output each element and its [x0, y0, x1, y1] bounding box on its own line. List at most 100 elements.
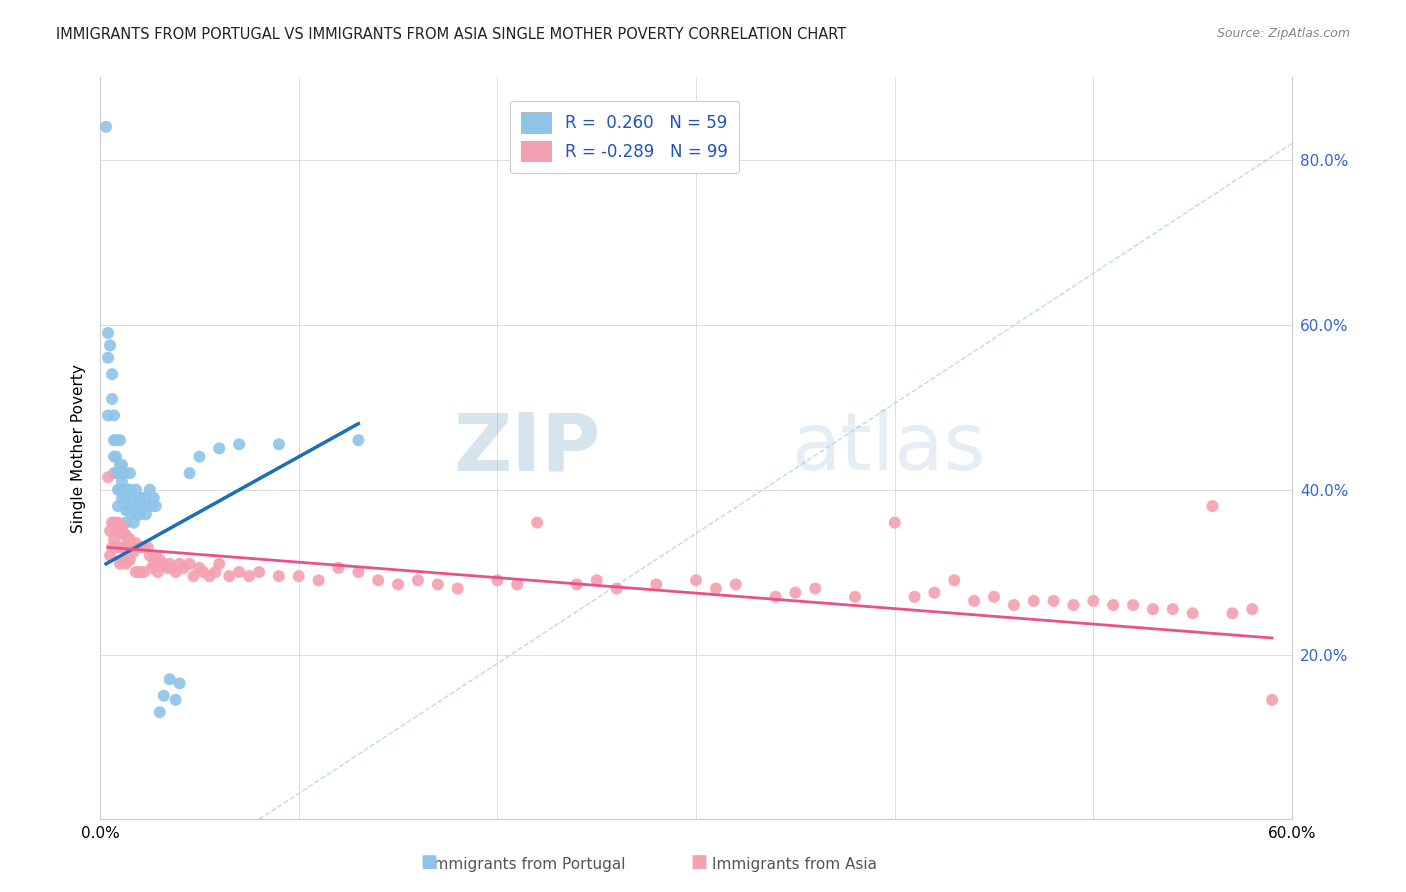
Text: Immigrants from Asia: Immigrants from Asia	[711, 857, 877, 872]
Point	[107, 541, 129, 555]
Point	[132, 541, 155, 555]
Point	[1241, 602, 1264, 616]
Point	[179, 557, 201, 571]
Y-axis label: Single Mother Poverty: Single Mother Poverty	[72, 364, 86, 533]
Point	[135, 508, 157, 522]
Point	[704, 582, 727, 596]
Point	[152, 689, 174, 703]
Point	[247, 565, 270, 579]
Point	[128, 565, 150, 579]
Point	[173, 561, 195, 575]
Point	[136, 541, 159, 555]
Point	[105, 450, 128, 464]
Point	[103, 516, 125, 530]
Point	[1002, 598, 1025, 612]
Point	[565, 577, 588, 591]
Point	[118, 552, 141, 566]
Point	[128, 541, 150, 555]
Point	[1261, 693, 1284, 707]
Point	[156, 561, 179, 575]
Text: ■: ■	[420, 853, 437, 871]
Point	[198, 569, 221, 583]
Point	[121, 508, 143, 522]
Point	[128, 491, 150, 505]
Point	[526, 516, 548, 530]
Point	[149, 705, 172, 719]
Point	[142, 557, 165, 571]
Point	[103, 532, 125, 546]
Point	[105, 433, 128, 447]
Point	[426, 577, 449, 591]
Point	[132, 491, 155, 505]
Point	[128, 508, 150, 522]
Point	[145, 499, 167, 513]
Point	[98, 338, 121, 352]
Point	[97, 409, 120, 423]
Point	[169, 557, 191, 571]
Point	[685, 574, 707, 588]
Point	[159, 672, 181, 686]
Point	[606, 582, 628, 596]
Point	[108, 458, 131, 472]
Point	[115, 528, 138, 542]
Point	[924, 585, 946, 599]
Point	[1083, 594, 1105, 608]
Point	[804, 582, 827, 596]
Point	[97, 351, 120, 365]
Point	[101, 368, 124, 382]
Point	[1222, 607, 1244, 621]
Point	[267, 437, 290, 451]
Point	[228, 437, 250, 451]
Point	[208, 557, 231, 571]
Point	[111, 458, 134, 472]
Point	[111, 491, 134, 505]
Point	[125, 565, 148, 579]
Point	[97, 470, 120, 484]
Point	[367, 574, 389, 588]
Point	[107, 483, 129, 497]
Point	[139, 549, 162, 563]
Point	[152, 557, 174, 571]
Point	[112, 466, 135, 480]
Point	[328, 561, 350, 575]
Point	[406, 574, 429, 588]
Point	[117, 499, 139, 513]
Point	[765, 590, 787, 604]
Point	[188, 561, 211, 575]
Point	[287, 569, 309, 583]
Point	[193, 565, 215, 579]
Point	[108, 557, 131, 571]
Point	[111, 475, 134, 489]
Point	[1042, 594, 1064, 608]
Point	[122, 516, 145, 530]
Point	[98, 524, 121, 538]
Point	[724, 577, 747, 591]
Point	[112, 528, 135, 542]
Point	[585, 574, 607, 588]
Point	[101, 392, 124, 406]
Text: ZIP: ZIP	[454, 409, 600, 487]
Point	[165, 693, 187, 707]
Point	[112, 552, 135, 566]
Point	[103, 433, 125, 447]
Text: ■: ■	[690, 853, 707, 871]
Point	[204, 565, 226, 579]
Point	[142, 491, 165, 505]
Point	[118, 466, 141, 480]
Point	[387, 577, 409, 591]
Point	[108, 433, 131, 447]
Point	[136, 499, 159, 513]
Point	[146, 565, 169, 579]
Point	[141, 499, 163, 513]
Point	[125, 499, 148, 513]
Point	[105, 541, 128, 555]
Point	[115, 516, 138, 530]
Point	[122, 544, 145, 558]
Point	[141, 561, 163, 575]
Point	[208, 442, 231, 456]
Point	[101, 541, 124, 555]
Point	[347, 433, 370, 447]
Point	[238, 569, 260, 583]
Point	[486, 574, 509, 588]
Point	[308, 574, 330, 588]
